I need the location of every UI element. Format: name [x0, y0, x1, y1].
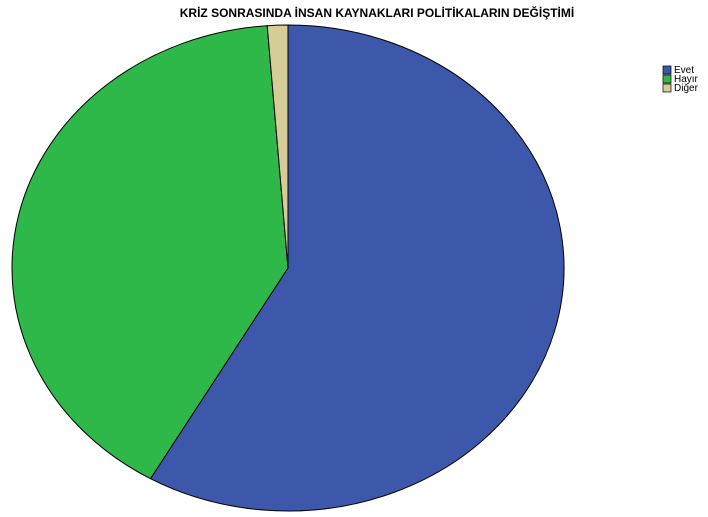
- pie-slice: [149, 24, 565, 512]
- legend-swatch: [662, 74, 672, 84]
- legend-label: Diğer: [674, 83, 699, 94]
- legend-swatch: [662, 83, 672, 93]
- pie-slice: [11, 25, 289, 480]
- legend-swatch: [662, 65, 672, 75]
- chart-title: KRİZ SONRASINDA İNSAN KAYNAKLARI POLİTİK…: [180, 5, 574, 20]
- legend-label: Hayır: [674, 74, 699, 85]
- pie-slice: [266, 24, 289, 269]
- legend-label: Evet: [674, 65, 694, 76]
